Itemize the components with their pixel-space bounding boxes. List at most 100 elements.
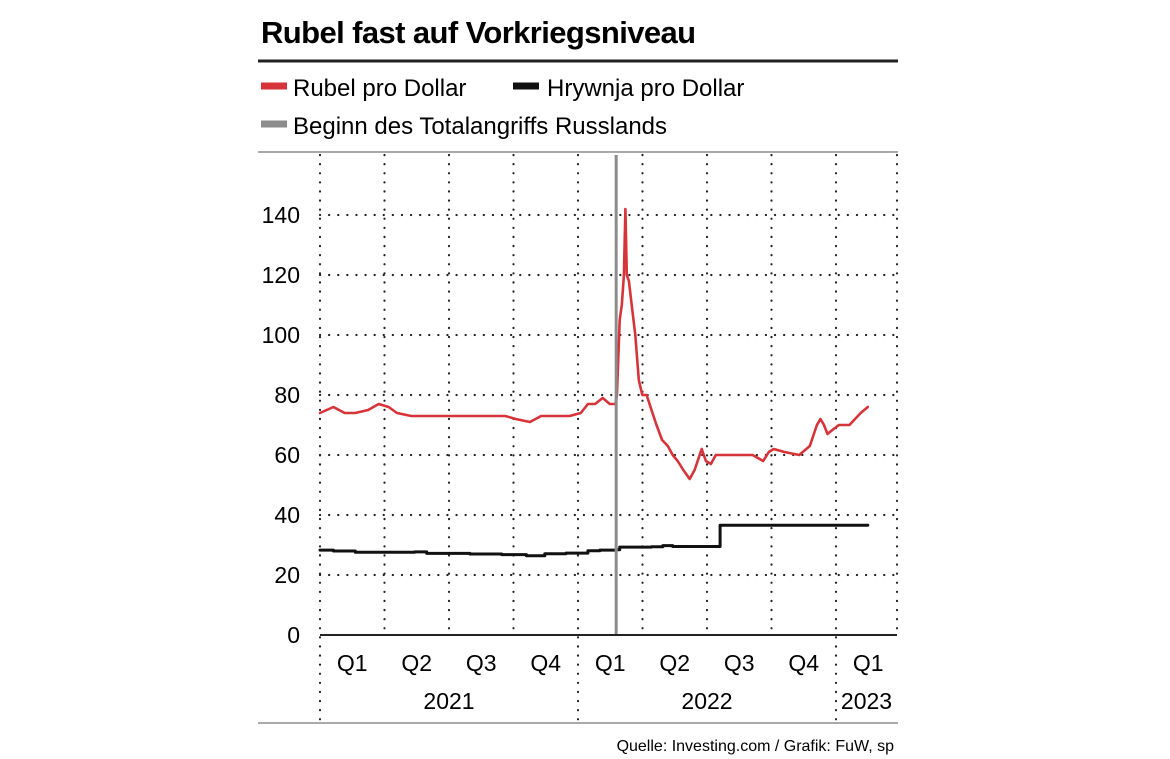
data-point <box>561 415 564 417</box>
data-point <box>645 394 648 396</box>
x-quarter-label: Q4 <box>788 650 819 676</box>
data-point <box>500 553 503 556</box>
data-point <box>529 421 531 423</box>
data-point <box>662 544 664 547</box>
data-point <box>599 549 601 551</box>
data-point <box>719 524 721 526</box>
x-quarter-label: Q1 <box>595 650 626 676</box>
data-point <box>770 524 772 526</box>
data-point <box>640 546 643 548</box>
x-year-label: 2021 <box>423 688 474 714</box>
y-tick-label: 120 <box>262 262 300 288</box>
data-point <box>823 424 825 426</box>
x-quarter-label: Q4 <box>530 650 561 676</box>
data-point <box>830 430 832 432</box>
data-point <box>671 545 674 548</box>
data-point <box>354 412 357 414</box>
data-point <box>624 208 627 210</box>
data-point <box>504 415 506 417</box>
data-point <box>580 412 582 414</box>
data-point <box>628 280 630 282</box>
data-point <box>718 545 721 548</box>
data-point <box>768 451 770 453</box>
data-point <box>469 553 471 555</box>
data-point <box>623 274 625 276</box>
data-point <box>410 415 412 417</box>
y-tick-label: 40 <box>274 502 300 528</box>
legend-label-hrywnja: Hrywnja pro Dollar <box>547 75 744 102</box>
data-point <box>543 552 546 555</box>
data-point <box>490 415 493 417</box>
x-quarter-label: Q2 <box>659 650 690 676</box>
data-point <box>425 415 428 417</box>
data-point <box>809 445 811 447</box>
data-point <box>676 460 679 462</box>
series-line-rubel <box>318 207 870 481</box>
source-note: Quelle: Investing.com / Grafik: FuW, sp <box>617 738 895 755</box>
horizontal-gridlines <box>318 213 899 577</box>
y-axis-ticks: 0 20 40 60 80 100 120 140 <box>262 202 300 648</box>
x-year-label: 2022 <box>681 688 732 714</box>
data-point <box>453 415 456 417</box>
data-point <box>783 451 786 453</box>
data-point <box>413 551 416 553</box>
legend: Rubel pro Dollar Hrywnja pro Dollar Begi… <box>261 75 744 140</box>
data-point <box>319 412 321 414</box>
data-point <box>848 424 851 426</box>
data-point <box>705 460 707 462</box>
data-point <box>319 549 321 551</box>
data-point <box>688 478 691 480</box>
data-point <box>661 439 663 441</box>
data-point <box>618 546 621 548</box>
data-point <box>609 403 611 405</box>
x-quarter-label: Q1 <box>337 650 368 676</box>
data-point <box>377 403 380 405</box>
data-point <box>729 454 732 456</box>
data-point <box>671 454 674 456</box>
data-point <box>772 448 775 450</box>
data-point <box>618 319 621 321</box>
x-quarter-label: Q3 <box>466 650 497 676</box>
data-point <box>332 550 335 552</box>
data-point <box>693 469 696 471</box>
y-tick-label: 0 <box>287 622 300 648</box>
data-point <box>525 555 528 557</box>
legend-label-rubel: Rubel pro Dollar <box>293 75 466 102</box>
data-point <box>354 551 357 553</box>
x-quarter-label: Q2 <box>401 650 432 676</box>
y-tick-label: 100 <box>262 322 300 348</box>
data-point <box>637 379 640 381</box>
data-point <box>587 549 589 552</box>
data-point <box>601 397 604 399</box>
data-point <box>551 415 553 417</box>
y-tick-label: 20 <box>274 562 300 588</box>
data-point <box>367 409 369 411</box>
data-point <box>514 418 517 420</box>
data-point <box>478 415 481 417</box>
data-point <box>722 454 724 456</box>
data-point <box>382 551 385 553</box>
data-point <box>816 424 818 426</box>
data-point <box>387 406 390 408</box>
data-point <box>625 274 628 276</box>
data-point <box>715 454 717 456</box>
data-point <box>683 545 686 548</box>
x-year-label: 2023 <box>841 688 892 714</box>
data-point <box>867 524 869 526</box>
data-point <box>565 552 567 554</box>
y-tick-label: 80 <box>274 382 300 408</box>
data-point <box>634 334 637 336</box>
data-point <box>751 454 754 456</box>
data-point <box>655 424 658 426</box>
data-point <box>700 448 703 450</box>
data-point <box>332 406 335 408</box>
series-line-hrywnja <box>318 523 870 558</box>
data-point <box>798 454 801 456</box>
data-point <box>425 552 428 555</box>
data-point <box>447 552 449 555</box>
y-tick-label: 140 <box>262 202 300 228</box>
data-point <box>641 394 644 396</box>
data-point <box>819 418 822 420</box>
data-point <box>859 412 862 414</box>
